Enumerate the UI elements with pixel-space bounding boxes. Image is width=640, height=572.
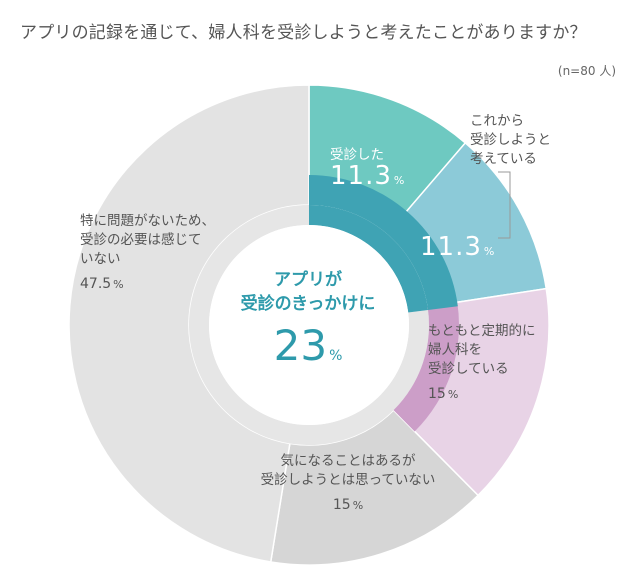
inner-ring-highlight (309, 205, 429, 313)
center-label-line1: アプリが (274, 270, 342, 290)
slice-label-regular: もともと定期的に 婦人科を 受診している 15% (428, 323, 536, 402)
center-label-line2: 受診のきっかけに (240, 294, 376, 314)
donut-hole (209, 225, 409, 425)
slice-value-concerned: 15 (332, 497, 351, 513)
slice-value-visited: 11.3 (330, 161, 392, 191)
leader-line (498, 171, 511, 239)
slice-value-planning: 11.3% (420, 232, 496, 262)
slice-label-visited: 受診した 11.3% (330, 147, 406, 191)
slice-value-regular: 15 (428, 386, 446, 402)
chart-title: アプリの記録を通じて、婦人科を受診しようと考えたことがありますか？ (20, 23, 587, 43)
slice-label-concerned: 気になることはあるが 受診しようとは思っていない 15% (260, 453, 436, 513)
highlight-band (309, 175, 458, 310)
center-summary: アプリが 受診のきっかけに 23% (233, 268, 383, 380)
slice-label-no-need: 特に問題がないため、 受診の必要は感じて いない 47.5% (80, 213, 215, 292)
center-value: 23% (273, 321, 343, 370)
slice-3-accent (393, 302, 459, 432)
slice-label-planning: これから 受診しようと 考えている (470, 113, 551, 167)
slice-value-no-need: 47.5 (80, 276, 112, 292)
sample-size-note: (n=80 人) (557, 64, 616, 78)
